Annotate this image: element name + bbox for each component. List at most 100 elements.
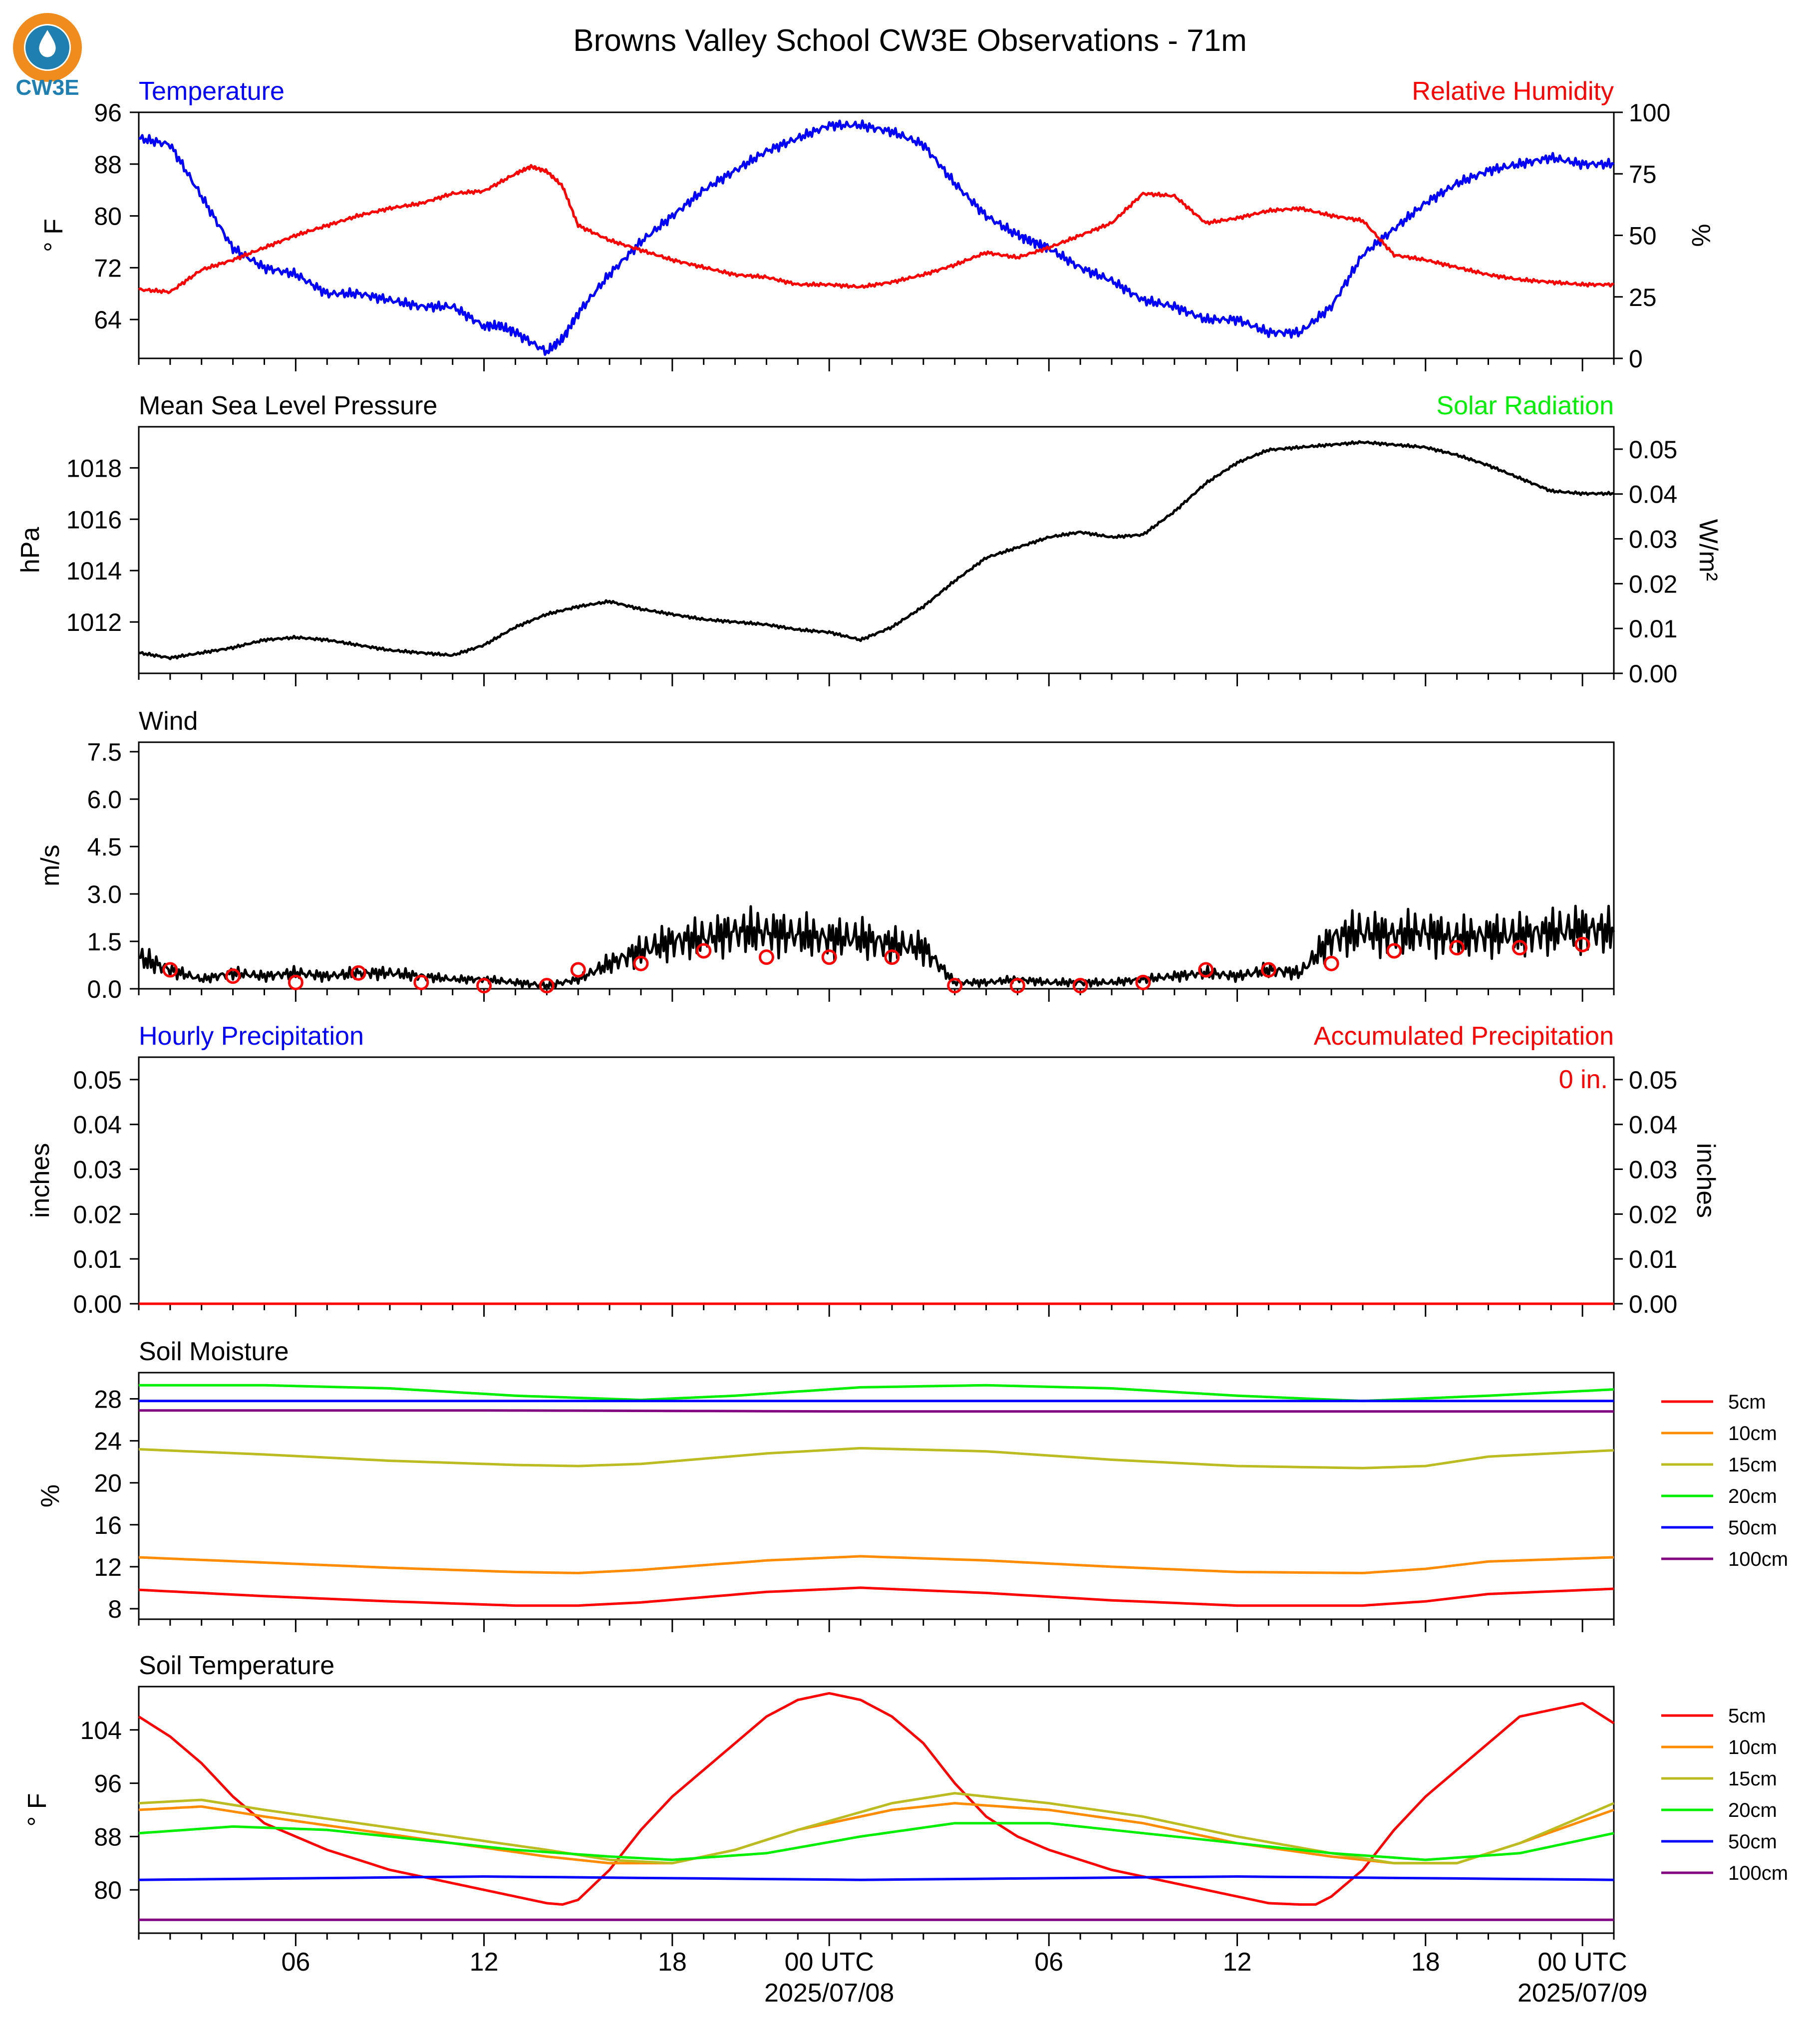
panel-title-right: Relative Humidity (1412, 77, 1614, 106)
wind-barb-marker (162, 962, 178, 978)
y-tick-label-left: 80 (94, 203, 122, 231)
y-tick-label-left: 8 (108, 1595, 122, 1623)
y-axis-unit-left: ° F (23, 1793, 52, 1826)
wind-barb-marker (947, 978, 963, 994)
logo-text: CW3E (15, 75, 79, 100)
wind-barb-marker (884, 949, 900, 965)
plot-frame (138, 1372, 1615, 1620)
y-tick-label-left: 20 (94, 1469, 122, 1497)
wind-barb-marker (1009, 978, 1025, 994)
x-tick-label: 12 (1223, 1948, 1252, 1977)
y-tick-label-right: 50 (1629, 222, 1657, 250)
wind-barb-marker (1072, 978, 1088, 994)
wind-barb-marker (1512, 940, 1527, 956)
series-line (138, 440, 1614, 660)
y-tick-label-left: 88 (94, 151, 122, 179)
y-axis-unit-right: inches (1691, 1143, 1720, 1218)
legend-label: 100cm (1728, 1548, 1788, 1570)
panel-pressure: 1012 1014 1016 1018 0.00 0.01 0.02 0.03 0.04 0.05… (16, 391, 1723, 688)
logo-ring (13, 13, 82, 82)
y-tick-label-right: 75 (1629, 160, 1657, 188)
y-tick-label-left: 12 (94, 1553, 122, 1581)
x-tick-label: 00 UTC (785, 1948, 874, 1977)
y-tick-label-left: 28 (94, 1386, 122, 1414)
y-tick-label-right: 0.00 (1629, 1290, 1677, 1318)
x-tick-label: 18 (658, 1948, 687, 1977)
panel-title-left: Soil Moisture (139, 1337, 289, 1366)
panel-precip: 0.00 0.01 0.02 0.03 0.04 0.05 0.00 0.01 0.02 0.03… (26, 1022, 1720, 1318)
wind-barb-marker (1386, 943, 1402, 959)
wind-barb-marker (1135, 974, 1151, 990)
y-tick-label-left: 96 (94, 1770, 122, 1798)
cw3e-logo: CW3E (13, 13, 82, 100)
y-tick-label-left: 7.5 (87, 738, 122, 766)
y-tick-label-left: 1.5 (87, 928, 122, 956)
legend-label: 15cm (1728, 1454, 1777, 1476)
y-tick-label-left: 64 (94, 306, 122, 334)
legend-label: 100cm (1728, 1862, 1788, 1884)
panel-title-right: Solar Radiation (1436, 391, 1614, 420)
wind-barb-marker (821, 949, 837, 965)
wind-barb-marker (288, 974, 303, 990)
y-tick-label-left: 0.04 (73, 1111, 122, 1139)
series-line (138, 164, 1614, 294)
wind-barb-marker (633, 955, 649, 971)
wind-barb-marker (539, 978, 555, 994)
legend-label: 20cm (1728, 1485, 1777, 1507)
y-tick-label-left: 0.03 (73, 1156, 122, 1184)
x-tick-label: 12 (470, 1948, 499, 1977)
y-tick-label-right: 0.05 (1629, 436, 1677, 464)
y-tick-label-right: 0.02 (1629, 1200, 1677, 1228)
panel-title-right: Accumulated Precipitation (1314, 1022, 1614, 1051)
y-tick-label-left: 96 (94, 99, 122, 127)
panel-soil-temp: 80 88 96 104 Soil Temperature ° F 5cm 10cm 15cm 2… (23, 1651, 1788, 1946)
wind-barb-marker (1574, 936, 1590, 952)
series-line (138, 1586, 1614, 1607)
y-tick-label-left: 16 (94, 1511, 122, 1539)
x-tick-label: 00 UTC (1538, 1948, 1627, 1977)
y-axis-unit-right: % (1686, 224, 1715, 247)
y-tick-label-left: 88 (94, 1823, 122, 1851)
panel-title-left: Soil Temperature (139, 1651, 334, 1680)
y-tick-label-right: 0.00 (1629, 660, 1677, 688)
series-line (138, 1447, 1614, 1469)
legend-label: 20cm (1728, 1799, 1777, 1821)
legend-label: 5cm (1728, 1705, 1766, 1727)
series-line (139, 1409, 1614, 1413)
wind-barb-marker (225, 968, 241, 984)
legend-label: 5cm (1728, 1391, 1766, 1413)
wind-barb-marker (476, 978, 492, 994)
y-tick-label-left: 72 (94, 254, 122, 282)
y-tick-label-right: 0.03 (1629, 1156, 1677, 1184)
y-axis-unit-left: inches (26, 1143, 55, 1218)
wind-barb-marker (570, 962, 586, 978)
y-tick-label-left: 4.5 (87, 833, 122, 861)
y-tick-label-left: 0.00 (73, 1290, 122, 1318)
y-tick-label-left: 1016 (66, 506, 122, 534)
x-date-label: 2025/07/08 (764, 1979, 894, 2008)
y-tick-label-left: 0.01 (73, 1245, 122, 1273)
panel-title-left: Hourly Precipitation (139, 1022, 364, 1051)
y-axis-unit-left: % (36, 1484, 65, 1507)
series-line (138, 1822, 1614, 1861)
y-tick-label-right: 0 (1629, 345, 1643, 373)
y-tick-label-left: 6.0 (87, 786, 122, 814)
wind-barb-marker (1449, 940, 1465, 956)
legend-label: 10cm (1728, 1737, 1777, 1758)
panel-wind: 0.0 1.5 3.0 4.5 6.0 7.5 Wind m/s (36, 707, 1615, 1003)
y-tick-label-right: 25 (1629, 284, 1657, 311)
accumulated-total-label: 0 in. (1559, 1065, 1608, 1094)
wind-barb-marker (758, 949, 774, 965)
page-title: Browns Valley School CW3E Observations -… (573, 23, 1247, 58)
panel-title-left: Mean Sea Level Pressure (139, 391, 437, 420)
y-axis-unit-left: hPa (16, 527, 45, 574)
panel-title-left: Temperature (139, 77, 285, 106)
wind-barb-marker (1323, 955, 1339, 971)
wind-barb-marker (350, 965, 366, 981)
y-tick-label-right: 0.04 (1629, 1111, 1677, 1139)
y-tick-label-left: 0.0 (87, 975, 122, 1003)
wind-barb-marker (1198, 962, 1214, 978)
series-line (138, 1692, 1615, 1906)
y-axis-unit-left: ° F (39, 219, 68, 252)
legend-label: 50cm (1728, 1517, 1777, 1539)
